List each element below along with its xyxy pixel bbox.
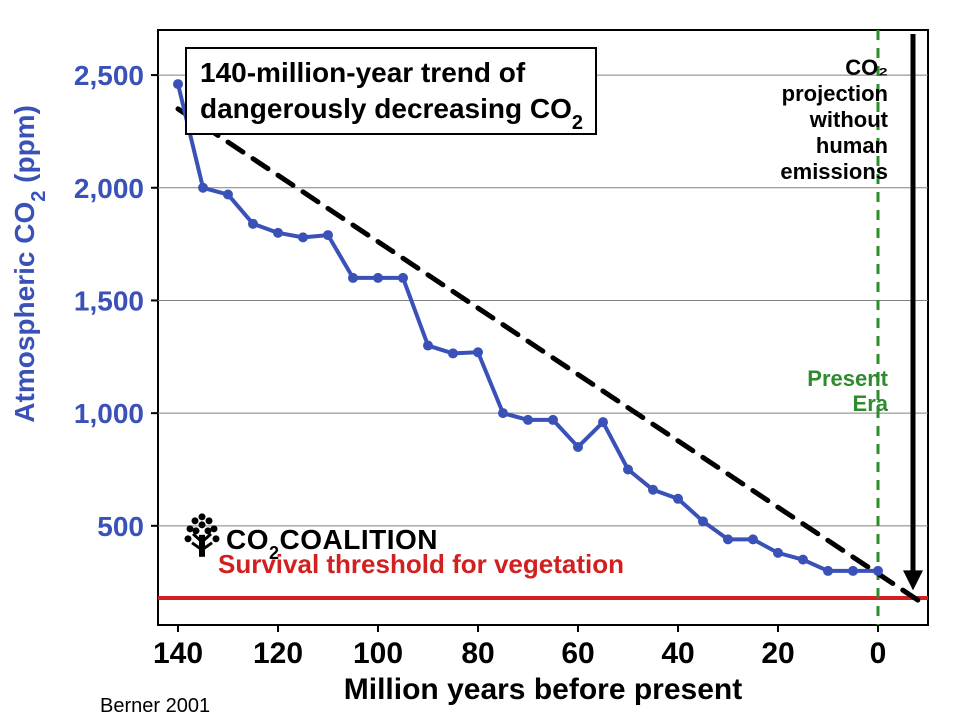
data-marker [848, 566, 858, 576]
x-tick: 0 [870, 637, 887, 670]
x-tick: 140 [153, 637, 203, 670]
data-marker [548, 415, 558, 425]
data-marker [323, 230, 333, 240]
data-marker [573, 442, 583, 452]
svg-text:1,500: 1,500 [74, 285, 144, 316]
present-era-label-2: Era [853, 391, 889, 416]
y-tick: 2,500 [74, 60, 144, 91]
data-marker [598, 417, 608, 427]
data-marker [648, 485, 658, 495]
x-axis-label: Million years before present [344, 673, 742, 706]
data-marker [798, 555, 808, 565]
data-marker [748, 534, 758, 544]
data-marker [398, 273, 408, 283]
svg-text:120: 120 [253, 637, 303, 670]
data-marker [198, 183, 208, 193]
chart-svg: 500 1,000 1,500 2,000 2,500 140 120 100 80 60 40 20… [0, 0, 960, 720]
data-marker [273, 228, 283, 238]
x-tick: 120 [253, 637, 303, 670]
data-marker [498, 408, 508, 418]
x-tick: 60 [561, 637, 594, 670]
data-marker [473, 347, 483, 357]
data-marker [773, 548, 783, 558]
svg-text:2,500: 2,500 [74, 60, 144, 91]
chart-container: 500 1,000 1,500 2,000 2,500 140 120 100 80 60 40 20… [0, 0, 960, 720]
data-marker [873, 566, 883, 576]
data-marker [223, 190, 233, 200]
projection-label: human [816, 133, 888, 158]
x-tick: 40 [661, 637, 694, 670]
svg-text:0: 0 [870, 637, 887, 670]
y-tick: 500 [97, 511, 144, 542]
data-marker [623, 464, 633, 474]
y-tick: 1,000 [74, 398, 144, 429]
y-tick: 1,500 [74, 285, 144, 316]
x-tick: 80 [461, 637, 494, 670]
svg-text:500: 500 [97, 511, 144, 542]
present-era-label-1: Present [807, 366, 888, 391]
data-marker [823, 566, 833, 576]
data-marker [523, 415, 533, 425]
data-marker [698, 516, 708, 526]
svg-text:1,000: 1,000 [74, 398, 144, 429]
projection-label: projection [782, 81, 888, 106]
citation: Berner 2001 [100, 695, 210, 717]
data-marker [173, 79, 183, 89]
x-tick: 100 [353, 637, 403, 670]
svg-text:60: 60 [561, 637, 594, 670]
projection-label: without [809, 107, 889, 132]
data-marker [423, 341, 433, 351]
data-marker [248, 219, 258, 229]
svg-text:20: 20 [761, 637, 794, 670]
data-marker [723, 534, 733, 544]
data-marker [673, 494, 683, 504]
svg-text:2,000: 2,000 [74, 173, 144, 204]
data-marker [348, 273, 358, 283]
projection-label: CO₂ [845, 55, 888, 80]
data-marker [298, 232, 308, 242]
y-tick: 2,000 [74, 173, 144, 204]
data-marker [373, 273, 383, 283]
svg-text:40: 40 [661, 637, 694, 670]
svg-text:100: 100 [353, 637, 403, 670]
svg-text:80: 80 [461, 637, 494, 670]
projection-label: emissions [780, 159, 888, 184]
data-marker [448, 348, 458, 358]
svg-text:140: 140 [153, 637, 203, 670]
x-tick: 20 [761, 637, 794, 670]
chart-title-line1: 140-million-year trend of [200, 57, 526, 88]
